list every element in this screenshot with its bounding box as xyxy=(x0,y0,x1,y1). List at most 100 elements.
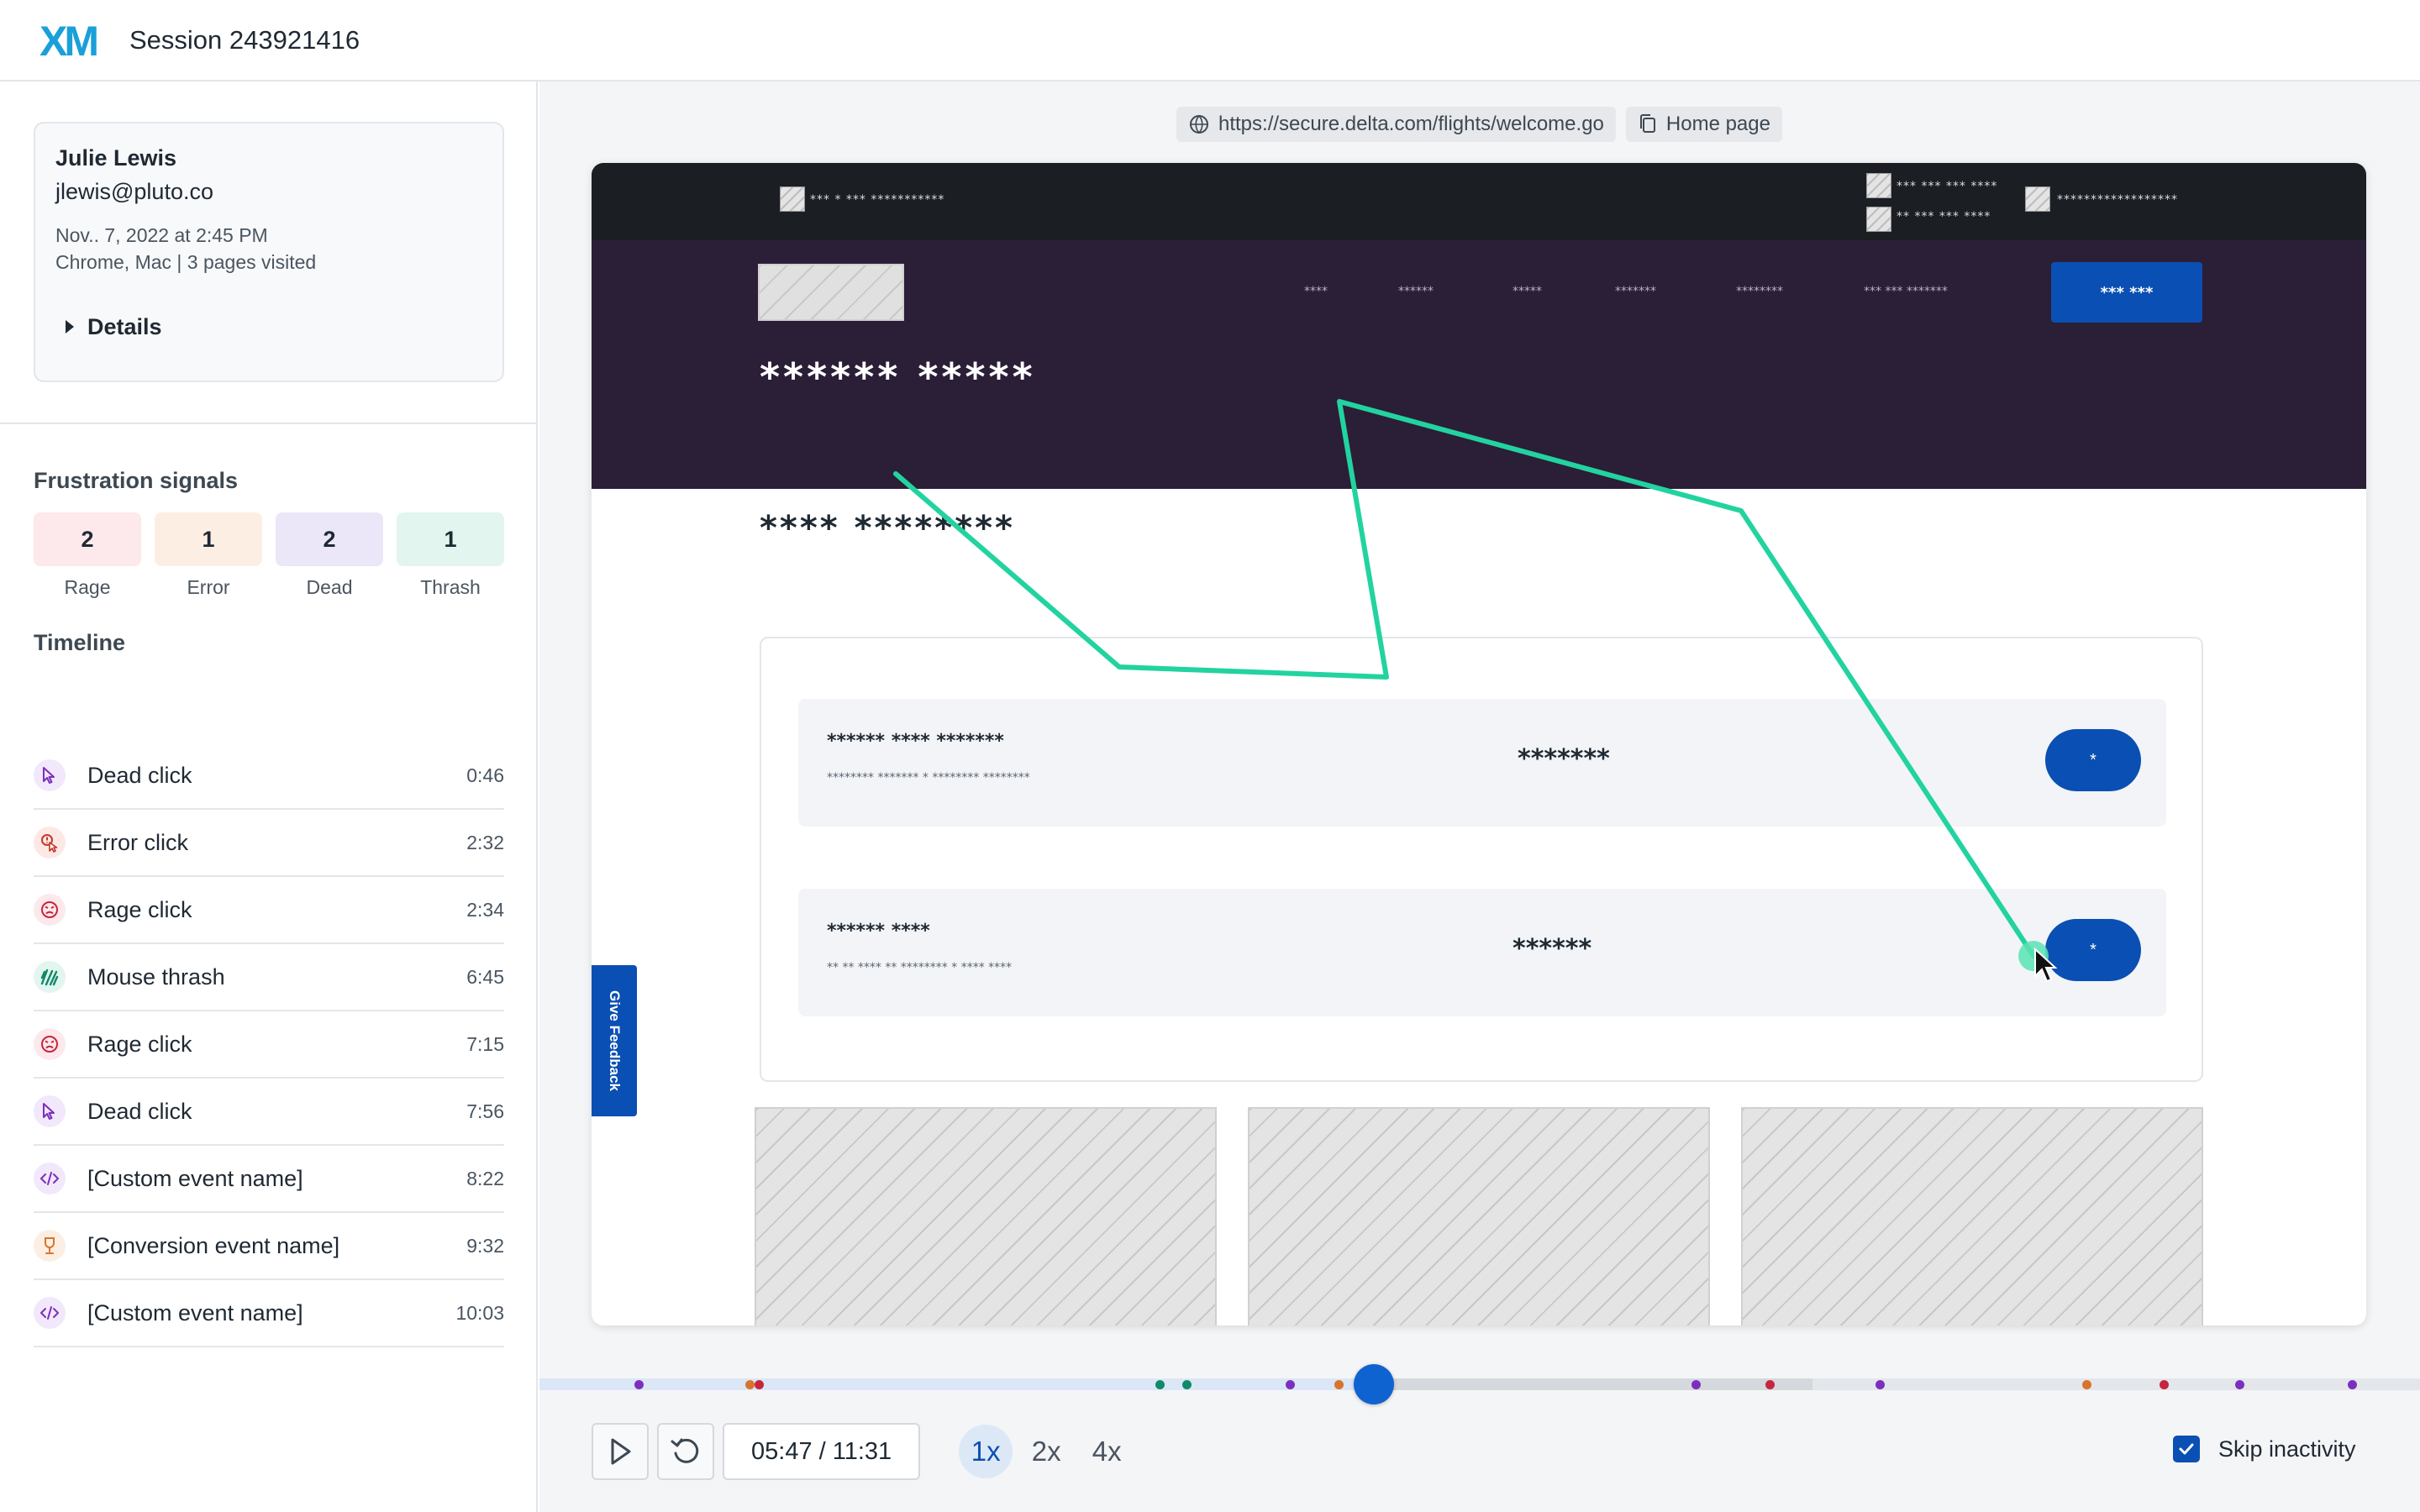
timeline-item[interactable]: Error click 2:32 xyxy=(34,810,504,877)
scrubber-buffered xyxy=(1374,1378,1812,1390)
rage-face-icon xyxy=(34,1028,66,1060)
session-replay-frame[interactable]: *** * *** *********** *** *** *** **** *… xyxy=(592,163,2366,1326)
masked-nav-item: ******** xyxy=(1736,285,1783,298)
url-bar: https://secure.delta.com/flights/welcome… xyxy=(1176,107,1782,142)
signal-label: Rage xyxy=(64,576,111,598)
masked-nav-item: ***** xyxy=(1512,285,1542,298)
signal-rage[interactable]: 2 Rage xyxy=(34,512,141,599)
session-date: Nov.. 7, 2022 at 2:45 PM xyxy=(55,224,268,246)
url-chip[interactable]: https://secure.delta.com/flights/welcome… xyxy=(1176,107,1616,142)
event-marker[interactable] xyxy=(1691,1380,1701,1389)
flight-results-panel: ****** **** ******* ******** ******* * *… xyxy=(760,637,2203,1082)
event-marker[interactable] xyxy=(1155,1380,1165,1389)
timeline-label: [Custom event name] xyxy=(87,1299,303,1326)
event-marker[interactable] xyxy=(744,1380,755,1389)
masked-image xyxy=(1248,1107,1710,1326)
timeline-list: Dead click 0:46 Error click 2:32 Rage cl… xyxy=(34,743,504,1347)
speed-1x-button[interactable]: 1x xyxy=(959,1425,1013,1478)
skip-inactivity-checkbox[interactable] xyxy=(2173,1436,2200,1462)
event-marker[interactable] xyxy=(2081,1380,2091,1389)
event-marker[interactable] xyxy=(634,1380,644,1389)
event-marker[interactable] xyxy=(1876,1380,1886,1389)
timeline-time: 6:45 xyxy=(466,965,504,988)
restart-button[interactable] xyxy=(657,1423,714,1480)
timeline-item[interactable]: [Conversion event name] 9:32 xyxy=(34,1213,504,1280)
signal-dead[interactable]: 2 Dead xyxy=(276,512,383,599)
cursor-click-icon xyxy=(34,759,66,791)
trophy-icon xyxy=(34,1230,66,1262)
event-marker[interactable] xyxy=(754,1380,764,1389)
event-marker[interactable] xyxy=(1334,1380,1344,1389)
event-marker[interactable] xyxy=(1285,1380,1295,1389)
timeline-time: 10:03 xyxy=(455,1301,504,1324)
timeline-item[interactable]: Dead click 0:46 xyxy=(34,743,504,810)
play-button[interactable] xyxy=(592,1423,649,1480)
timeline-label: Error click xyxy=(87,829,188,855)
timeline-label: [Custom event name] xyxy=(87,1165,303,1191)
page-chip[interactable]: Home page xyxy=(1625,107,1782,142)
masked-image xyxy=(1741,1107,2203,1326)
timeline-time: 8:22 xyxy=(466,1167,504,1189)
masked-nav-item: ******* xyxy=(1615,285,1656,298)
page-label: Home page xyxy=(1665,113,1770,135)
user-card: Julie Lewis jlewis@pluto.co Nov.. 7, 202… xyxy=(34,122,504,382)
speed-2x-button[interactable]: 2x xyxy=(1031,1436,1061,1467)
frustration-signals: 2 Rage 1 Error 2 Dead 1 Thrash xyxy=(34,512,504,599)
select-flight-button: * xyxy=(2045,729,2141,791)
code-icon xyxy=(34,1163,66,1194)
timeline-item[interactable]: [Custom event name] 8:22 xyxy=(34,1146,504,1213)
error-click-icon xyxy=(34,827,66,858)
event-marker[interactable] xyxy=(1765,1380,1775,1389)
masked-text: ** *** *** **** xyxy=(1897,210,1991,223)
playback-controls: 05:47 / 11:31 1x 2x 4x xyxy=(592,1423,1140,1480)
cursor-click-icon xyxy=(34,1095,66,1127)
details-label: Details xyxy=(87,313,162,339)
signal-thrash[interactable]: 1 Thrash xyxy=(397,512,504,599)
masked-hero-title: ****** ***** xyxy=(760,354,1036,400)
event-marker[interactable] xyxy=(2347,1380,2357,1389)
give-feedback-tab: Give Feedback xyxy=(592,965,637,1116)
site-top-strip: *** * *** *********** *** *** *** **** *… xyxy=(592,163,2366,240)
replay-area: https://secure.delta.com/flights/welcome… xyxy=(539,81,2420,1512)
user-email: jlewis@pluto.co xyxy=(55,179,213,204)
app-header: XM Session 243921416 xyxy=(0,0,2420,81)
timeline-item[interactable]: Rage click 2:34 xyxy=(34,877,504,944)
timeline-item[interactable]: [Custom event name] 10:03 xyxy=(34,1280,504,1347)
url-text: https://secure.delta.com/flights/welcome… xyxy=(1218,113,1604,135)
timeline-time: 2:34 xyxy=(466,898,504,921)
checkmark-icon xyxy=(2179,1443,2194,1455)
caret-right-icon xyxy=(66,320,74,333)
divider xyxy=(0,423,538,424)
give-feedback-label: Give Feedback xyxy=(607,990,623,1091)
flight-row: ****** **** ******* ******** ******* * *… xyxy=(798,699,2166,827)
scrubber-handle[interactable] xyxy=(1354,1364,1394,1404)
timeline-time: 0:46 xyxy=(466,764,504,786)
masked-image xyxy=(755,1107,1217,1326)
masked-logo-image xyxy=(758,264,904,321)
flight-row: ****** **** ** ** **** ** ******** * ***… xyxy=(798,889,2166,1016)
masked-nav-item: *** *** ******* xyxy=(1864,285,1948,298)
masked-text: ****************** xyxy=(2057,193,2178,207)
masked-cta-button: *** *** xyxy=(2051,262,2202,323)
timeline-item[interactable]: Mouse thrash 6:45 xyxy=(34,944,504,1011)
event-marker[interactable] xyxy=(2160,1380,2170,1389)
signal-error[interactable]: 1 Error xyxy=(155,512,262,599)
masked-image-icon xyxy=(1866,207,1891,232)
event-marker[interactable] xyxy=(1182,1380,1192,1389)
timeline-title: Timeline xyxy=(34,630,126,655)
signal-label: Dead xyxy=(306,576,353,598)
signal-label: Thrash xyxy=(420,576,481,598)
event-marker[interactable] xyxy=(2235,1380,2245,1389)
signal-label: Error xyxy=(187,576,230,598)
timeline-time: 7:15 xyxy=(466,1032,504,1055)
masked-section-heading: **** ******** xyxy=(760,509,1015,548)
timeline-item[interactable]: Dead click 7:56 xyxy=(34,1079,504,1146)
timeline-item[interactable]: Rage click 7:15 xyxy=(34,1011,504,1079)
details-toggle[interactable]: Details xyxy=(55,312,162,342)
skip-inactivity-toggle[interactable]: Skip inactivity xyxy=(2173,1436,2356,1462)
playback-scrubber[interactable] xyxy=(539,1364,2420,1404)
speed-4x-button[interactable]: 4x xyxy=(1092,1436,1122,1467)
signal-count: 1 xyxy=(397,512,504,566)
code-icon xyxy=(34,1297,66,1329)
masked-image-icon xyxy=(1866,173,1891,198)
